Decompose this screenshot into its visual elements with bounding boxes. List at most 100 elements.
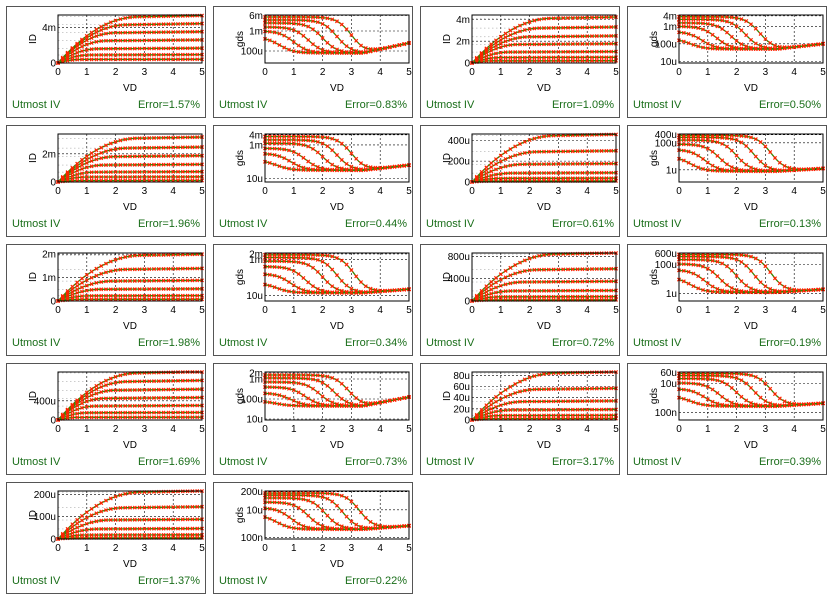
meas-point <box>339 258 344 263</box>
meas-point <box>744 19 749 24</box>
meas-point <box>489 291 494 296</box>
meas-point <box>137 46 142 51</box>
meas-point <box>609 55 614 60</box>
meas-point <box>108 376 113 381</box>
plot-frame <box>471 133 617 183</box>
meas-point <box>527 256 532 261</box>
meas-point <box>585 386 590 391</box>
meas-point <box>180 46 185 51</box>
meas-point <box>161 286 166 292</box>
meas-point <box>744 144 749 149</box>
meas-point <box>142 287 147 292</box>
meas-series-points <box>55 535 205 542</box>
meas-point <box>604 279 609 284</box>
meas-point <box>301 22 306 27</box>
x-tick-label: 1 <box>498 186 504 197</box>
meas-point <box>570 42 575 47</box>
meas-point <box>354 156 359 161</box>
meas-point <box>190 532 195 537</box>
meas-point <box>532 374 537 379</box>
meas-point <box>267 25 272 30</box>
meas-point <box>166 46 171 51</box>
meas-point <box>339 527 344 532</box>
meas-point <box>748 135 754 140</box>
meas-point <box>744 162 749 167</box>
meas-point <box>330 136 335 141</box>
meas-point <box>354 403 359 409</box>
meas-point <box>734 38 739 43</box>
meas-point <box>334 378 340 383</box>
meas-point <box>161 517 166 522</box>
meas-point <box>190 517 195 522</box>
meas-point <box>546 34 551 39</box>
meas-point <box>272 17 277 23</box>
meas-point <box>700 376 706 381</box>
meas-point <box>777 46 782 51</box>
meas-point <box>118 169 123 175</box>
meas-point <box>89 158 94 164</box>
meas-point <box>286 166 292 171</box>
meas-point <box>363 284 368 289</box>
meas-point <box>739 371 744 376</box>
y-tick-label: 200u <box>448 157 470 168</box>
meas-point <box>282 33 287 38</box>
meas-point <box>556 407 561 412</box>
chart-panel: 0 1 2 3 4 5 0 400u 800u ID VD Utmost IV Error=0.72% <box>420 244 620 356</box>
x-tick-label: 3 <box>763 305 769 316</box>
x-tick-label: 2 <box>320 543 326 554</box>
meas-point <box>151 57 157 62</box>
meas-point <box>513 58 518 63</box>
tool-name-label: Utmost IV <box>12 456 61 468</box>
meas-point <box>272 30 277 35</box>
x-tick-label: 4 <box>377 67 383 78</box>
meas-point <box>513 144 518 149</box>
meas-point <box>580 413 585 418</box>
meas-point <box>720 46 725 51</box>
meas-point <box>739 404 744 409</box>
chart-panel: 0 1 2 3 4 5 400u 100u 1u gds VD Utmost IV Error=0.13… <box>627 125 827 237</box>
meas-point <box>301 142 306 148</box>
meas-point <box>556 49 561 54</box>
meas-point <box>686 142 691 147</box>
meas-point <box>609 386 614 391</box>
meas-point <box>686 17 691 22</box>
meas-point <box>551 55 556 60</box>
meas-point <box>296 290 301 295</box>
sim-series-line <box>678 278 824 293</box>
meas-point <box>368 290 373 295</box>
meas-point <box>190 174 195 179</box>
meas-point <box>720 39 725 45</box>
meas-point <box>700 264 706 269</box>
meas-point <box>334 287 340 292</box>
meas-point <box>489 279 494 284</box>
meas-point <box>132 162 137 167</box>
meas-point <box>537 171 542 176</box>
meas-point <box>180 52 185 57</box>
meas-point <box>498 403 503 408</box>
meas-point <box>320 290 325 295</box>
plot-frame <box>264 133 410 183</box>
x-tick-label: 0 <box>469 67 475 78</box>
meas-point <box>599 398 604 404</box>
meas-point <box>79 405 85 410</box>
meas-point <box>609 279 614 284</box>
meas-point <box>94 519 99 524</box>
meas-point <box>513 171 518 176</box>
meas-point <box>147 517 152 522</box>
meas-point <box>161 387 166 392</box>
meas-point <box>195 403 200 408</box>
meas-series-points <box>55 46 205 66</box>
meas-point <box>315 269 320 274</box>
meas-point <box>368 519 373 524</box>
meas-point <box>681 257 686 262</box>
meas-point <box>272 285 277 290</box>
meas-point <box>344 514 349 519</box>
meas-point <box>402 395 407 400</box>
meas-point <box>190 37 195 43</box>
x-tick-label: 2 <box>320 186 326 197</box>
y-axis-label: gds <box>649 388 660 404</box>
meas-point <box>315 150 320 155</box>
meas-point <box>527 162 532 167</box>
meas-point <box>498 289 503 294</box>
